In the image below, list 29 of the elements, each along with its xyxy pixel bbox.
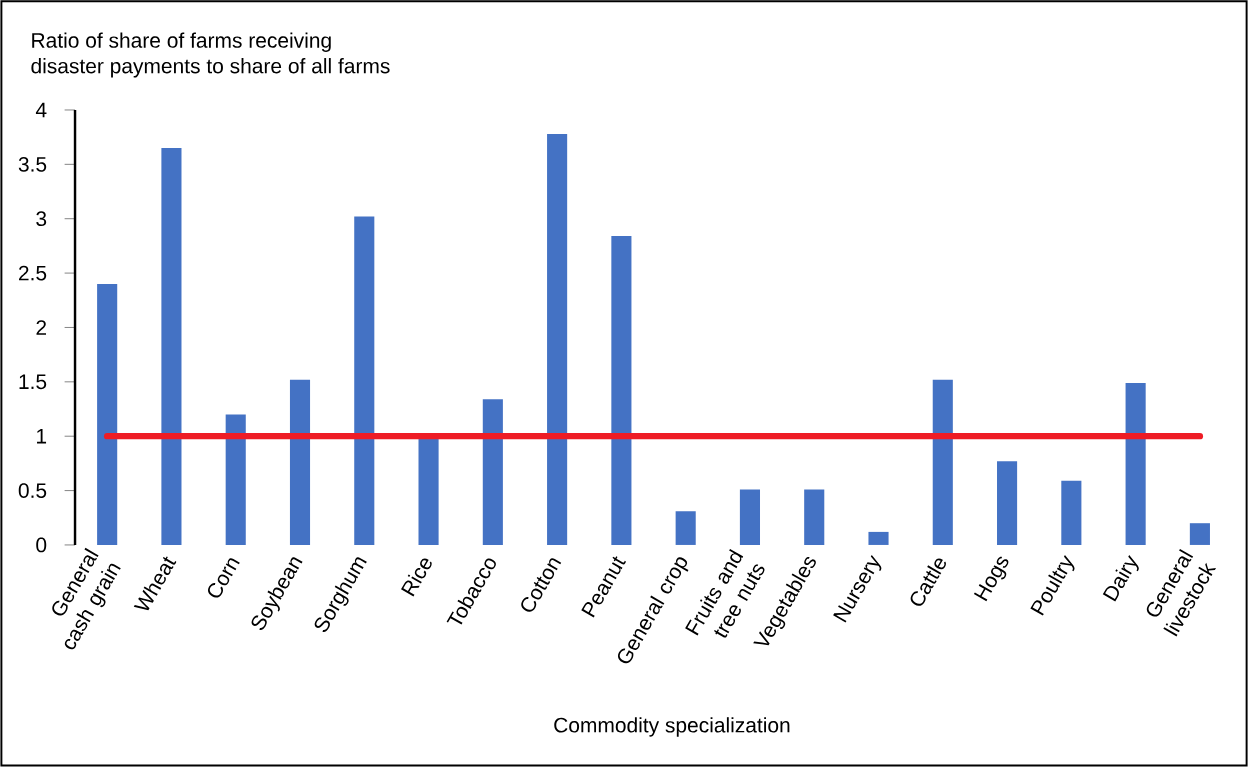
y-tick-label: 4 [35, 102, 47, 118]
y-tick-label: 2 [36, 320, 47, 335]
bar [739, 489, 761, 545]
y-axis-title: Ratio of share of farms receiving disaster payments to share of all farms [31, 32, 390, 78]
y-tick-label: 2.5 [19, 265, 47, 281]
bar [675, 511, 696, 545]
y-tick-label: 3.5 [18, 156, 47, 172]
y-tick-label: 1.5 [19, 374, 47, 390]
bar [354, 216, 375, 545]
y-tick-label: 1 [37, 429, 47, 444]
bar [482, 399, 503, 545]
bar [1189, 523, 1210, 545]
y-tick-label: 0.5 [18, 483, 47, 498]
bar [97, 283, 118, 545]
bar [1125, 382, 1146, 545]
bar [611, 236, 632, 545]
bar [997, 461, 1018, 545]
bar [225, 414, 246, 545]
bar [161, 148, 182, 545]
bar [932, 379, 953, 545]
y-tick-label: 0 [36, 537, 47, 553]
bar [1061, 480, 1082, 545]
bar [418, 436, 439, 545]
y-tick-label: 3 [36, 211, 47, 227]
bar [868, 531, 889, 545]
bar [289, 379, 311, 545]
bar [547, 133, 568, 545]
bar [804, 489, 825, 545]
x-axis-title: Commodity specialization [554, 717, 790, 737]
